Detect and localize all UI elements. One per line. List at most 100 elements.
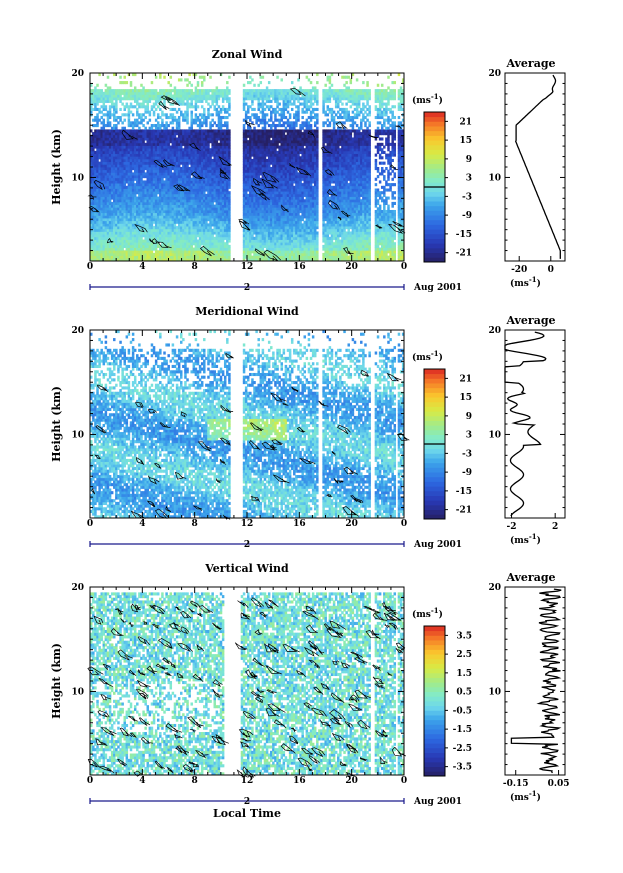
heatmap-cell: [161, 113, 164, 117]
heatmap-cell: [98, 226, 101, 230]
heatmap-cell: [219, 110, 223, 114]
heatmap-cell: [136, 161, 139, 165]
heatmap-cell: [117, 207, 120, 211]
heatmap-cell: [98, 196, 101, 200]
heatmap-cell: [119, 148, 122, 152]
heatmap-cell: [146, 218, 150, 222]
heatmap-cell: [261, 99, 265, 103]
heatmap-cell: [125, 236, 129, 240]
heatmap-cell: [127, 228, 131, 232]
heatmap-cell: [129, 129, 133, 133]
heatmap-cell: [119, 75, 122, 79]
heatmap-cell: [165, 129, 168, 133]
heatmap-cell: [108, 196, 112, 200]
heatmap-cell: [257, 83, 260, 87]
heatmap-cell: [92, 148, 95, 152]
heatmap-cell: [125, 188, 129, 192]
heatmap-cell: [113, 153, 116, 157]
heatmap-cell: [94, 132, 97, 136]
heatmap-cell: [104, 231, 108, 235]
heatmap-cell: [133, 250, 137, 254]
heatmap-cell: [100, 153, 103, 157]
heatmap-cell: [108, 180, 112, 184]
heatmap-cell: [96, 207, 99, 211]
heatmap-cell: [133, 207, 137, 211]
heatmap-cell: [98, 150, 101, 154]
heatmap-cell: [100, 150, 103, 154]
heatmap-cell: [100, 223, 103, 227]
heatmap-cell: [127, 158, 131, 163]
heatmap-cell: [127, 150, 131, 154]
heatmap-cell: [150, 172, 154, 176]
heatmap-cell: [159, 99, 162, 103]
heatmap-cell: [104, 164, 108, 168]
heatmap-cell: [156, 126, 160, 130]
heatmap-cell: [146, 97, 150, 101]
heatmap-cell: [96, 228, 99, 232]
heatmap-cell: [121, 121, 124, 125]
heatmap-cell: [165, 255, 168, 259]
heatmap-cell: [142, 207, 145, 211]
heatmap-cell: [102, 244, 106, 248]
heatmap-cell: [144, 150, 147, 154]
heatmap-cell: [161, 193, 164, 197]
heatmap-cell: [207, 145, 210, 149]
heatmap-cell: [146, 234, 150, 238]
heatmap-cell: [90, 99, 93, 103]
heatmap-cell: [102, 236, 106, 240]
heatmap-cell: [117, 161, 120, 165]
heatmap-cell: [110, 204, 114, 208]
heatmap-cell: [150, 236, 154, 240]
heatmap-cell: [140, 150, 143, 154]
heatmap-cell: [96, 191, 99, 195]
heatmap-cell: [108, 258, 112, 262]
heatmap-cell: [177, 118, 181, 122]
heatmap-cell: [123, 161, 126, 165]
heatmap-cell: [102, 207, 106, 211]
heatmap-cell: [136, 132, 139, 136]
heatmap-cell: [180, 78, 183, 82]
heatmap-cell: [144, 215, 147, 219]
heatmap-cell: [131, 199, 135, 203]
heatmap-cell: [150, 158, 154, 163]
heatmap-cell: [165, 201, 168, 205]
heatmap-cell: [159, 102, 162, 106]
heatmap-cell: [146, 247, 150, 251]
heatmap-cell: [115, 102, 118, 106]
heatmap-cell: [136, 201, 139, 205]
heatmap-cell: [142, 172, 145, 176]
heatmap-cell: [119, 167, 122, 171]
heatmap-cell: [142, 175, 145, 179]
heatmap-cell: [127, 209, 131, 214]
heatmap-cell: [96, 220, 99, 224]
heatmap-cell: [113, 250, 116, 254]
heatmap-cell: [102, 107, 106, 111]
heatmap-cell: [108, 185, 112, 189]
heatmap-cell: [106, 188, 110, 192]
heatmap-cell: [115, 180, 118, 184]
heatmap-cell: [104, 209, 108, 214]
heatmap-cell: [102, 204, 106, 208]
heatmap-cell: [119, 255, 122, 259]
heatmap-cell: [142, 169, 145, 173]
heatmap-cell: [108, 97, 112, 101]
heatmap-cell: [113, 132, 116, 136]
heatmap-cell: [207, 110, 210, 114]
heatmap-cell: [106, 113, 110, 117]
heatmap-cell: [144, 223, 147, 227]
heatmap-cell: [138, 140, 141, 144]
heatmap-cell: [133, 172, 137, 176]
heatmap-cell: [133, 199, 137, 203]
heatmap-cell: [121, 255, 124, 259]
heatmap-cell: [156, 175, 160, 179]
heatmap-cell: [161, 150, 164, 154]
heatmap-cell: [125, 91, 129, 95]
heatmap-cell: [121, 250, 124, 254]
heatmap-cell: [131, 258, 135, 262]
heatmap-cell: [156, 215, 160, 219]
heatmap-cell: [121, 204, 124, 208]
heatmap-cell: [110, 226, 114, 230]
heatmap-cell: [127, 113, 131, 117]
heatmap-cell: [133, 129, 137, 133]
heatmap-cell: [108, 145, 112, 149]
